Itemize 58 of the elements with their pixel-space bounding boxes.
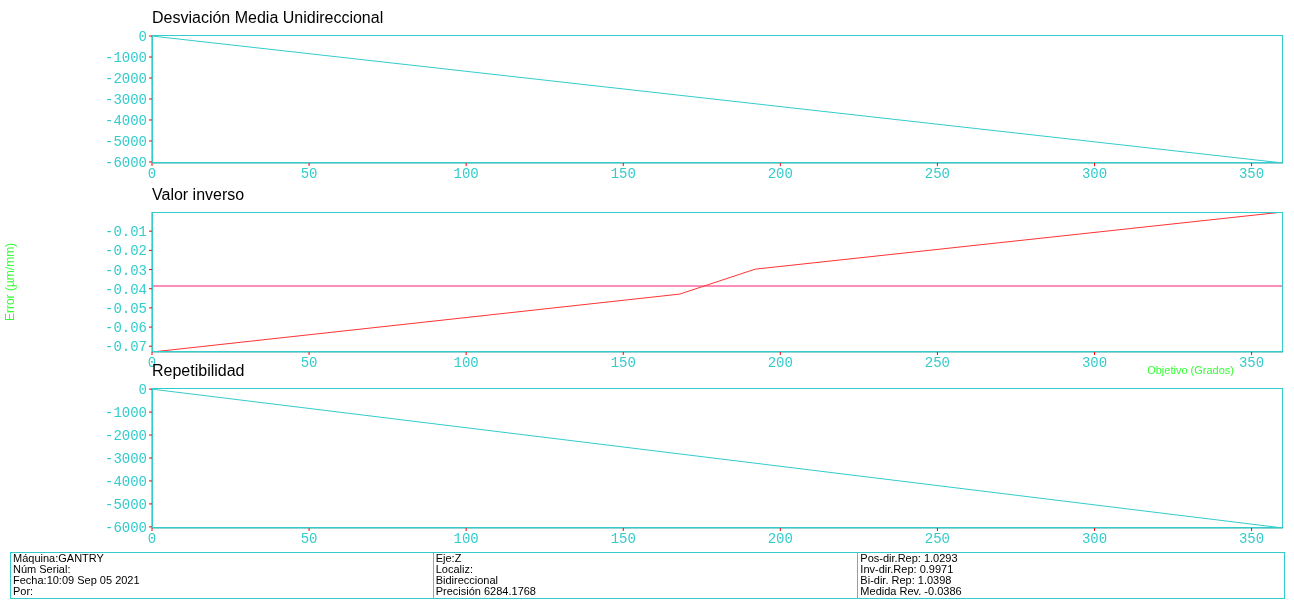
x-axis-title: Objetivo (Grados) (1147, 364, 1234, 376)
y-tick-label: -0.07 (104, 339, 147, 356)
y-tick-label: -4000 (104, 473, 147, 490)
y-tick-label: -2000 (104, 70, 147, 87)
x-tick-label: 100 (453, 530, 479, 547)
x-tick-label: 150 (610, 354, 636, 371)
y-tick-label: -0.05 (104, 300, 147, 317)
x-tick-label: 100 (453, 354, 479, 371)
x-tick-label: 250 (924, 530, 951, 547)
x-tick-label: 300 (1081, 354, 1108, 371)
y-tick-label: -5000 (104, 496, 147, 513)
x-tick-label: 150 (610, 165, 636, 182)
x-tick-label: 350 (1238, 354, 1265, 371)
chart-title: Desviación Media Unidireccional (152, 9, 384, 27)
x-tick-label: 350 (1238, 165, 1265, 182)
y-tick-label: -0.02 (104, 243, 147, 260)
text: Localiz: (435, 563, 474, 575)
x-tick-label: 200 (767, 354, 793, 371)
y-tick-label: -1000 (104, 50, 147, 66)
text: Máquina:GANTRY (13, 552, 105, 564)
text: Bidireccional (435, 574, 500, 586)
y-tick-label: -3000 (104, 450, 147, 467)
text: Pos-dir.Rep: 1.0293 (860, 552, 959, 564)
y-tick-label: 0 (138, 382, 147, 399)
text: Precisión 6284.1768 (435, 585, 537, 597)
text: Por: (13, 585, 35, 597)
y-tick-label: 0 (138, 29, 147, 46)
x-tick-label: 50 (300, 354, 318, 371)
y-tick-label: -0.03 (104, 262, 147, 279)
x-tick-label: 200 (767, 165, 793, 182)
text: Núm Serial: (13, 563, 71, 575)
y-tick-label: -4000 (104, 112, 147, 129)
chart-title: Valor inverso (152, 186, 245, 204)
y-tick-label: -2000 (104, 428, 147, 445)
x-tick-label: 250 (924, 354, 951, 371)
text: Medida Rev. -0.0386 (860, 585, 963, 597)
text: Eje:Z (435, 552, 462, 564)
y-tick-label: -5000 (104, 133, 147, 150)
x-tick-label: 350 (1238, 530, 1265, 547)
y-tick-label: -0.04 (104, 281, 147, 298)
text: Inv-dir.Rep: 0.9971 (860, 563, 955, 575)
x-tick-label: 300 (1081, 165, 1108, 182)
x-tick-label: 50 (300, 165, 318, 182)
x-tick-label: 200 (767, 530, 793, 547)
y-tick-label: -6000 (104, 519, 147, 536)
y-tick-label: -0.01 (104, 224, 147, 241)
y-axis-title: Error (µm/mm) (3, 242, 18, 322)
y-tick-label: -3000 (104, 91, 147, 108)
x-tick-label: 300 (1081, 530, 1108, 547)
text: Bi-dir. Rep: 1.0398 (860, 574, 952, 586)
x-tick-label: 250 (924, 165, 951, 182)
y-tick-label: -1000 (104, 405, 147, 422)
x-tick-label: 100 (453, 165, 479, 182)
x-tick-label: 50 (300, 530, 318, 547)
y-tick-label: -0.06 (104, 320, 147, 337)
x-tick-label: 150 (610, 530, 636, 547)
text: Fecha:10:09 Sep 05 2021 (13, 574, 141, 586)
y-tick-label: -6000 (104, 154, 147, 171)
